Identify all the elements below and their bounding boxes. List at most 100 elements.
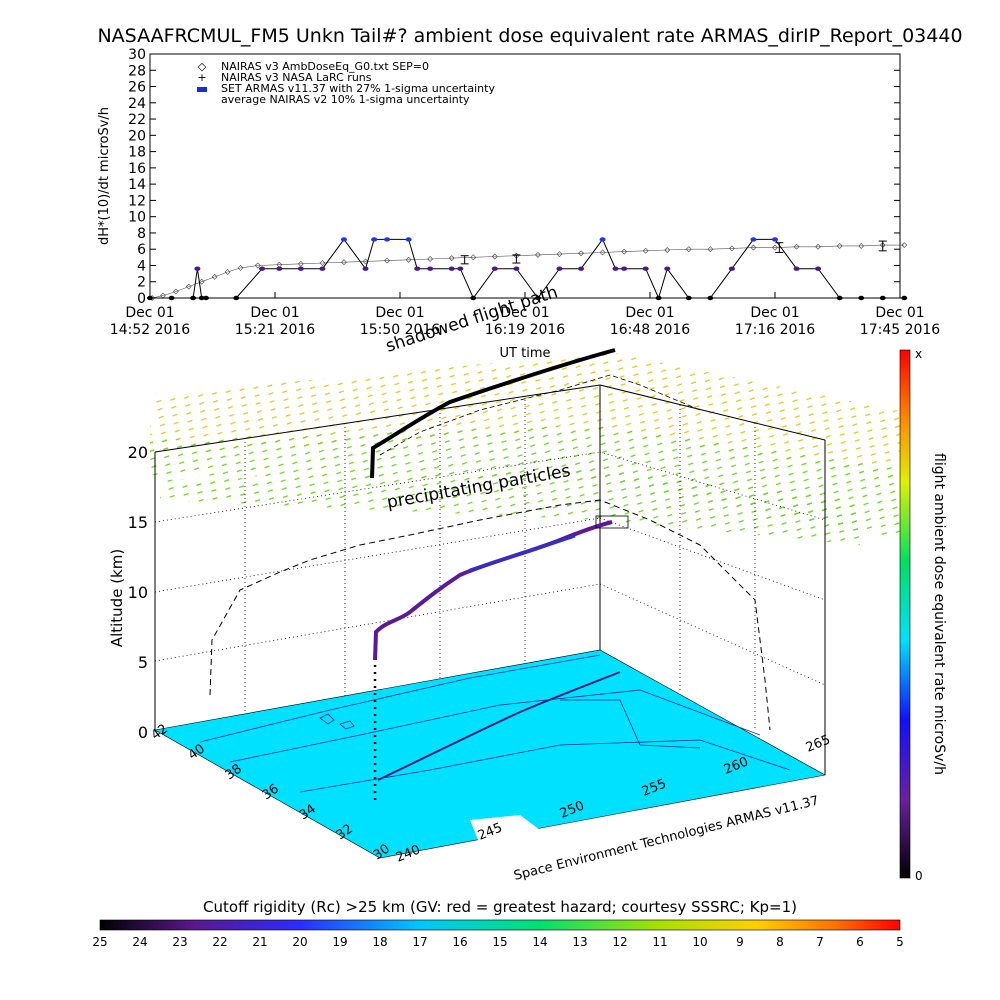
legend-label: NAIRAS v3 NASA LaRC runs — [221, 71, 372, 84]
armas-point — [728, 266, 735, 271]
nairas-point — [470, 254, 477, 261]
armas-point — [491, 266, 498, 271]
legend-label: NAIRAS v3 AmbDoseEq_G0.txt SEP=0 — [221, 60, 429, 73]
nairas-point — [211, 273, 218, 280]
armas-point — [513, 266, 520, 271]
altitude-tick-label: 20 — [128, 443, 148, 462]
y-tick-label: 10 — [128, 210, 146, 226]
chart-title: NASAAFRCMUL_FM5 Unkn Tail#? ambient dose… — [97, 25, 962, 47]
altitude-tick-label: 0 — [138, 723, 148, 742]
dose-colorbar-top-label: x — [915, 347, 922, 361]
nairas-point — [685, 246, 692, 253]
armas-point — [384, 237, 391, 242]
nairas-point — [276, 261, 283, 268]
y-tick-label: 6 — [137, 242, 146, 258]
x-tick-label-time: 14:52 2016 — [110, 322, 191, 338]
armas-point — [612, 266, 619, 271]
x-tick-label-time: 17:16 2016 — [735, 322, 816, 338]
nairas-point — [224, 269, 231, 275]
y-axis-label: dH*(10)/dt microSv/h — [97, 107, 112, 245]
cutoff-rigidity-colorbar: Cutoff rigidity (Rc) >25 km (GV: red = g… — [92, 898, 903, 949]
latitude-tick-label: 42 — [149, 721, 171, 743]
x-tick-label-date: Dec 01 — [125, 305, 174, 321]
altitude-tick-label: 5 — [138, 653, 148, 672]
y-tick-label: 26 — [128, 80, 146, 96]
rigidity-tick-label: 20 — [292, 935, 307, 949]
armas-point — [836, 295, 843, 301]
flight-trajectory-segment — [469, 534, 576, 572]
nairas-point — [513, 252, 520, 259]
x-tick-label-date: Dec 01 — [500, 305, 549, 321]
nairas-point — [319, 260, 326, 266]
x-tick-label-date: Dec 01 — [250, 305, 299, 321]
y-tick-label: 4 — [137, 258, 146, 274]
y-tick-label: 20 — [128, 128, 146, 144]
nairas-point — [642, 247, 649, 254]
nairas-point — [172, 288, 179, 295]
nairas-point — [879, 242, 886, 249]
armas-point — [664, 266, 671, 271]
armas-point — [259, 266, 266, 271]
armas-point — [793, 266, 800, 271]
flight-trajectory — [373, 520, 613, 661]
rigidity-tick-label: 19 — [332, 935, 347, 949]
nairas-point — [427, 256, 434, 262]
nairas-point — [405, 256, 412, 263]
y-tick-label: 14 — [128, 177, 146, 193]
y-tick-label: 24 — [128, 96, 146, 112]
armas-point — [901, 295, 908, 301]
armas-point — [642, 266, 649, 271]
armas-point — [362, 266, 369, 271]
nairas-point — [599, 249, 606, 256]
armas-point — [371, 237, 378, 242]
nairas-point — [384, 257, 390, 264]
armas-point — [621, 266, 628, 271]
y-tick-label: 12 — [128, 193, 146, 209]
legend-marker: ◇ — [198, 60, 207, 73]
x-tick-label-time: 16:48 2016 — [610, 322, 691, 338]
wall-gridlines — [154, 396, 826, 730]
nairas-point — [198, 278, 205, 285]
back-walls — [154, 384, 826, 775]
y-tick-label: 0 — [137, 291, 146, 307]
rigidity-tick-label: 9 — [736, 935, 744, 949]
rigidity-tick-label: 15 — [492, 935, 507, 949]
altitude-axis-label: Altitude (km) — [108, 549, 126, 647]
x-tick-label-time: 15:50 2016 — [360, 322, 441, 338]
armas-point — [297, 266, 304, 271]
armas-point — [276, 266, 283, 271]
armas-point — [147, 295, 153, 301]
legend: ◇ NAIRAS v3 AmbDoseEq_G0.txt SEP=0 + NAIRAS… — [197, 60, 495, 106]
nairas-point — [448, 255, 455, 262]
nairas-point — [297, 260, 304, 267]
armas-point — [879, 295, 886, 301]
dose-colorbar-title: flight ambient dose equivalent rate micr… — [931, 453, 947, 775]
armas-point — [578, 266, 585, 271]
x-tick-label-date: Dec 01 — [625, 305, 674, 321]
armas-point — [470, 295, 477, 301]
nairas-point — [664, 247, 671, 253]
x-tick-label-date: Dec 01 — [375, 305, 424, 321]
y-tick-label: 30 — [128, 47, 146, 63]
armas-point — [858, 295, 865, 301]
rigidity-colorbar-bar — [99, 919, 901, 931]
legend-marker: + — [197, 71, 206, 84]
particle-layer-bottom — [150, 425, 905, 540]
nairas-point — [836, 243, 843, 249]
armas-point — [457, 266, 464, 271]
armas-point — [405, 237, 412, 242]
armas-point — [190, 295, 197, 301]
armas-point — [599, 237, 606, 242]
nairas-point — [491, 253, 498, 260]
rigidity-tick-label: 8 — [776, 935, 784, 949]
armas-point — [340, 237, 347, 242]
armas-point — [233, 295, 240, 301]
altitude-axis-ticks: 0 5 10 15 20 — [128, 443, 148, 742]
rigidity-tick-label: 24 — [132, 935, 147, 949]
nairas-point — [707, 246, 714, 253]
armas-point — [556, 266, 563, 271]
nairas-point — [793, 243, 800, 250]
